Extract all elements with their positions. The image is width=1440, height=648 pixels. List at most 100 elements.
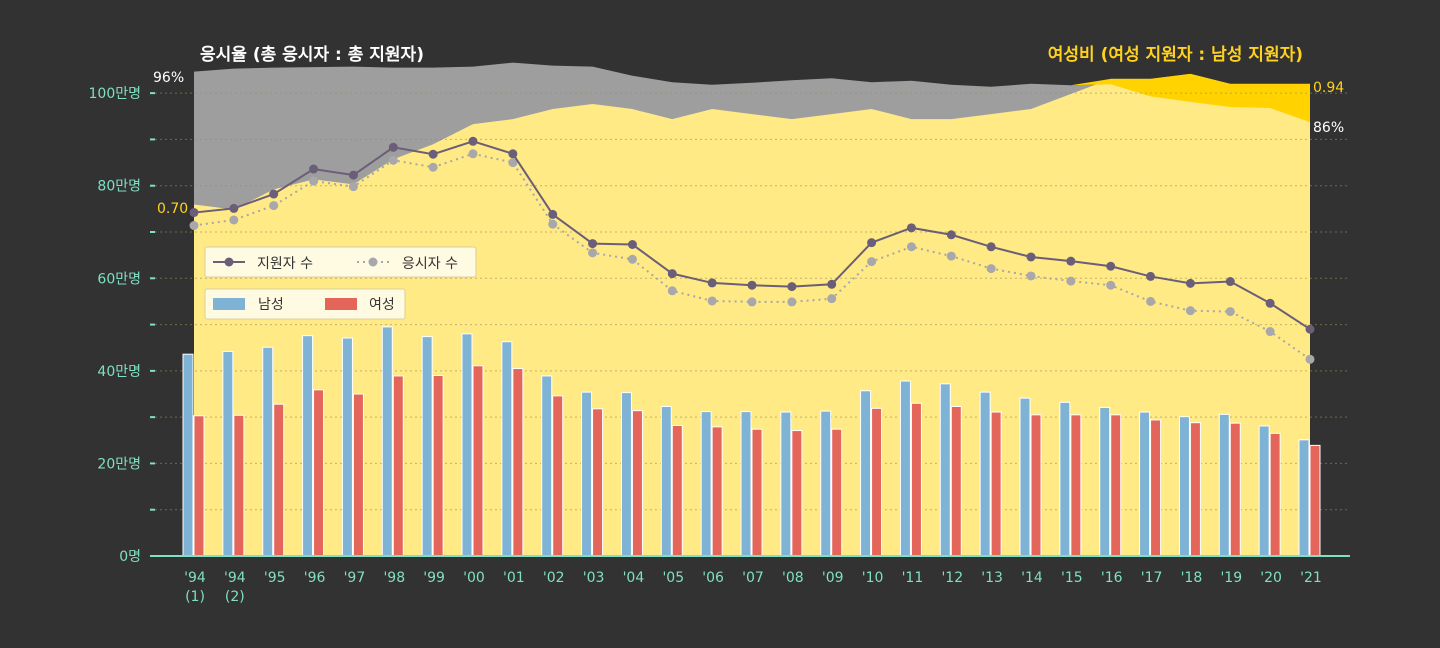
x-tick-label: '16 xyxy=(1101,570,1123,586)
bar-female xyxy=(592,408,604,557)
point-applicants xyxy=(1225,277,1235,287)
point-applicants xyxy=(667,269,677,279)
bar-male xyxy=(780,411,792,557)
point-examinees xyxy=(1066,276,1076,286)
ratio-area-overflow xyxy=(1031,73,1310,123)
point-examinees xyxy=(867,257,877,267)
point-applicants xyxy=(627,239,637,249)
bar-female xyxy=(1150,419,1162,557)
line-legend-box xyxy=(204,246,477,278)
x-tick-label: '02 xyxy=(543,570,565,586)
point-examinees xyxy=(189,221,199,231)
bar-male xyxy=(581,391,593,557)
x-tick-label: '95 xyxy=(264,570,286,586)
legend-line-applicants-marker xyxy=(224,257,234,267)
bar-male xyxy=(461,333,473,557)
bar-female xyxy=(1309,444,1321,557)
bar-female xyxy=(472,365,484,557)
y-tick-label: 40만명 xyxy=(97,364,141,380)
axis-layer: 0명 20만명 40만명 60만명 80만명 100만명 '94 (1) '94 (2) '95 '9… xyxy=(89,86,1350,605)
point-applicants xyxy=(867,238,877,248)
x-tick-label: '19 xyxy=(1220,570,1242,586)
point-examinees xyxy=(428,162,438,172)
bar-male xyxy=(700,411,712,557)
bar-male xyxy=(1099,406,1111,557)
bar-female xyxy=(1269,432,1281,557)
y-tick-label: 80만명 xyxy=(97,179,141,195)
point-examinees xyxy=(468,149,478,159)
bar-male xyxy=(740,411,752,557)
point-examinees xyxy=(1146,296,1156,306)
bar-female xyxy=(950,405,962,557)
y-tick-label: 60만명 xyxy=(97,271,141,287)
x-tick-label: '03 xyxy=(583,570,605,586)
x-tick-label: '99 xyxy=(423,570,445,586)
bar-male xyxy=(541,375,553,557)
legend-bar-female-label: 여성 xyxy=(369,297,395,313)
bar-female xyxy=(432,374,444,557)
bar-female xyxy=(352,393,364,557)
point-examinees xyxy=(1185,306,1195,316)
lines-layer xyxy=(189,136,1315,364)
x-tick-label: '14 xyxy=(1021,570,1043,586)
point-examinees xyxy=(707,296,717,306)
x-tick-label: '94 (2) xyxy=(224,570,246,605)
point-applicants xyxy=(827,279,837,289)
x-tick-label: '10 xyxy=(862,570,884,586)
point-examinees xyxy=(229,215,239,225)
point-applicants xyxy=(1185,278,1195,288)
legend-bar-male-label: 남성 xyxy=(258,297,284,313)
point-applicants xyxy=(468,136,478,146)
point-applicants xyxy=(1265,298,1275,308)
point-examinees xyxy=(627,254,637,264)
bar-male xyxy=(501,341,513,557)
point-applicants xyxy=(747,280,757,290)
x-tick-label: '04 xyxy=(623,570,645,586)
point-applicants xyxy=(229,203,239,213)
bar-male xyxy=(262,346,274,557)
point-examinees xyxy=(309,176,319,186)
y-tick-label: 100만명 xyxy=(89,86,141,102)
bar-male xyxy=(1139,411,1151,557)
x-tick-label: '13 xyxy=(981,570,1003,586)
x-tick-label: '09 xyxy=(822,570,844,586)
bar-male xyxy=(620,392,632,557)
point-applicants xyxy=(269,189,279,199)
x-tick-label: '07 xyxy=(742,570,764,586)
x-tick-label: '96 xyxy=(304,570,326,586)
point-applicants xyxy=(428,149,438,159)
ratio-end-label: 0.94 xyxy=(1313,80,1344,96)
point-examinees xyxy=(827,294,837,304)
bar-female xyxy=(1229,422,1241,557)
bar-female xyxy=(1030,414,1042,557)
point-applicants xyxy=(946,230,956,240)
x-tick-label: '00 xyxy=(463,570,485,586)
bar-male xyxy=(979,391,991,557)
point-examinees xyxy=(548,219,558,229)
point-examinees xyxy=(1305,354,1315,364)
x-tick-label: '15 xyxy=(1061,570,1083,586)
bar-male xyxy=(820,410,832,557)
bar-female xyxy=(193,415,205,557)
x-tick-label: '17 xyxy=(1141,570,1163,586)
x-tick-label: '06 xyxy=(702,570,724,586)
bar-male xyxy=(1298,439,1310,557)
chart-title-left: 응시율 (총 응시자 : 총 지원자) xyxy=(200,45,424,65)
point-examinees xyxy=(946,251,956,261)
bar-male xyxy=(222,350,234,557)
bar-male xyxy=(899,380,911,557)
point-examinees xyxy=(269,201,279,211)
point-examinees xyxy=(1106,280,1116,290)
point-examinees xyxy=(1026,271,1036,281)
bar-female xyxy=(233,414,245,557)
bar-legend-box xyxy=(204,288,406,320)
point-applicants xyxy=(1066,256,1076,266)
bar-female xyxy=(990,411,1002,557)
bar-male xyxy=(1059,401,1071,557)
point-applicants xyxy=(986,242,996,252)
point-applicants xyxy=(707,278,717,288)
point-applicants xyxy=(1106,261,1116,271)
bar-female xyxy=(831,428,843,557)
legend-line-examinees-marker xyxy=(368,257,378,267)
